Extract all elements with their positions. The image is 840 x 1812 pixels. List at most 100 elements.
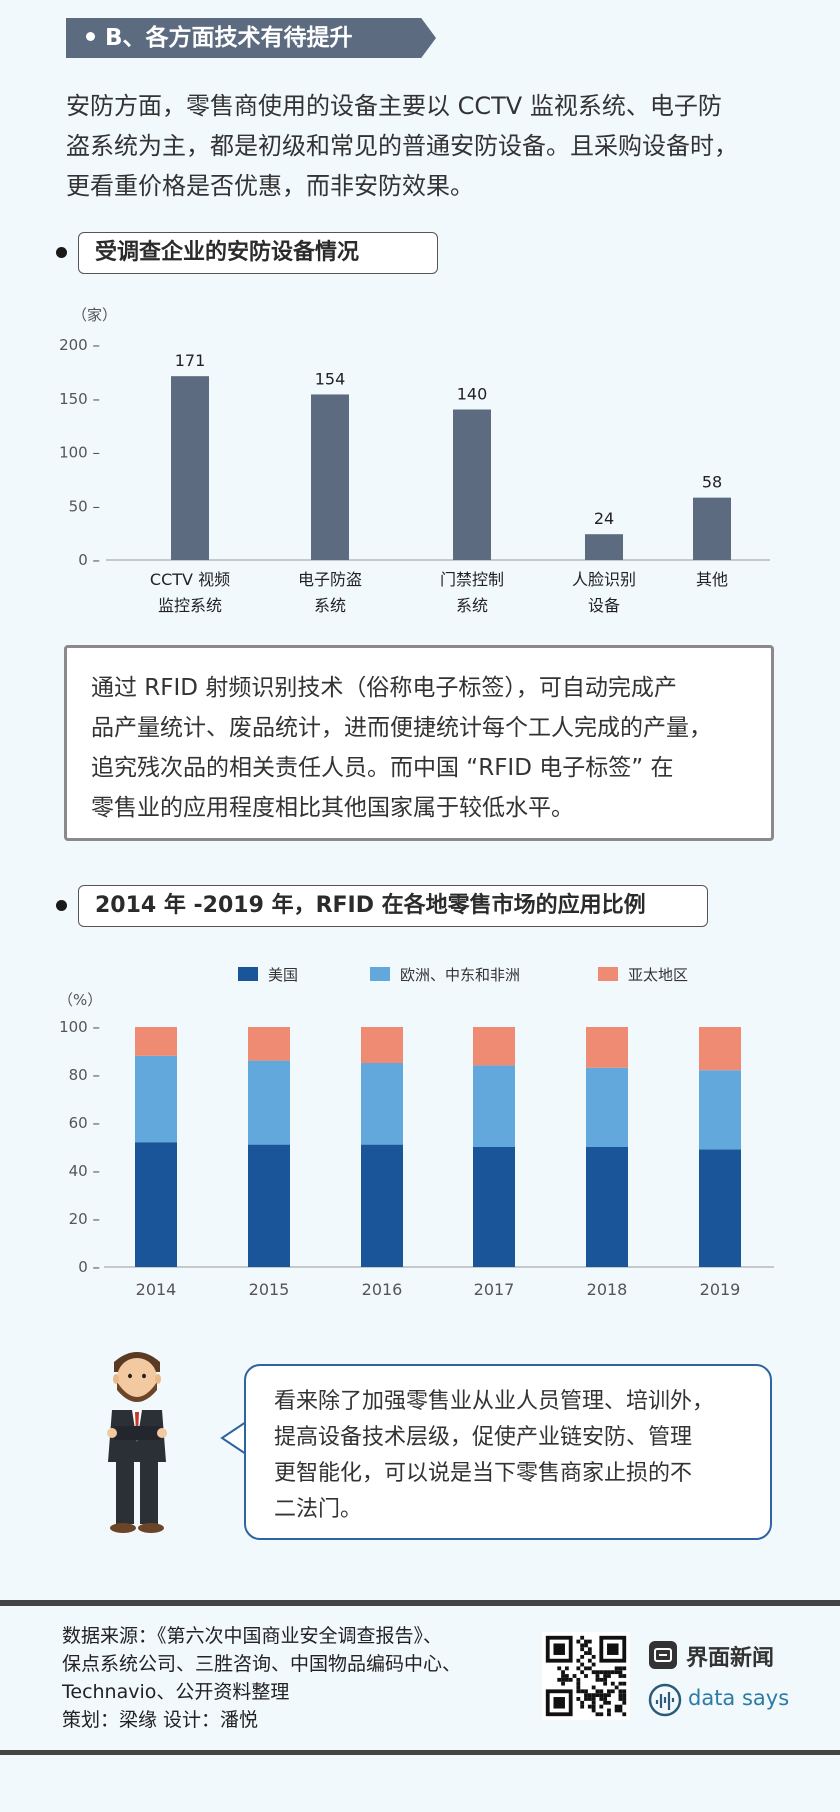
qr-code-icon[interactable] <box>542 1632 630 1720</box>
y-tick-label: 200 – <box>59 336 100 354</box>
qr-module <box>580 1704 585 1709</box>
qr-module <box>591 1700 596 1705</box>
y-tick-label: 80 – <box>69 1066 100 1084</box>
qr-module <box>622 1700 627 1705</box>
x-tick-label: 2015 <box>249 1280 290 1299</box>
qr-module <box>618 1693 623 1698</box>
stacked-bar-segment <box>135 1142 177 1267</box>
qr-module <box>584 1666 588 1671</box>
y-tick-label: 40 – <box>69 1162 100 1180</box>
bar <box>585 534 623 560</box>
qr-module <box>572 1674 577 1678</box>
bubble-line: 提高设备技术层级，促使产业链安防、管理 <box>274 1425 693 1450</box>
qr-module <box>580 1700 585 1705</box>
bullet-icon <box>56 247 67 258</box>
qr-module <box>603 1693 608 1698</box>
qr-module <box>584 1639 588 1644</box>
data-label: 154 <box>315 369 346 388</box>
credits: 策划：梁缘 设计：潘悦 <box>62 1709 259 1731</box>
qr-finder <box>553 1697 565 1709</box>
qr-module <box>584 1697 588 1701</box>
qr-module <box>557 1666 562 1671</box>
bullet-icon <box>56 900 67 911</box>
bubble-line: 二法门。 <box>274 1497 363 1522</box>
stacked-bar-segment <box>248 1027 290 1061</box>
qr-module <box>576 1677 581 1682</box>
qr-module <box>564 1674 569 1678</box>
x-tick-label: 2019 <box>700 1280 741 1299</box>
qr-module <box>603 1674 608 1678</box>
businessman-illustration <box>107 1352 167 1533</box>
qr-module <box>599 1712 604 1717</box>
qr-module <box>607 1689 611 1694</box>
stacked-bar-segment <box>248 1144 290 1267</box>
x-tick-label: 2017 <box>474 1280 515 1299</box>
qr-finder <box>553 1643 565 1655</box>
qr-module <box>591 1670 596 1675</box>
qr-module <box>599 1689 604 1694</box>
qr-module <box>618 1697 623 1701</box>
qr-module <box>587 1647 592 1652</box>
qr-module <box>561 1670 565 1675</box>
qr-module <box>610 1681 615 1686</box>
qr-module <box>584 1693 588 1698</box>
qr-module <box>622 1693 627 1698</box>
intro-paragraph: 安防方面，零售商使用的设备主要以 CCTV 监视系统、电子防 盗系统为主，都是初… <box>66 86 786 206</box>
qr-module <box>568 1677 573 1682</box>
qr-module <box>591 1697 596 1701</box>
rfid-info-box: 通过 RFID 射频识别技术（俗称电子标签），可自动完成产 品产量统计、废品统计… <box>64 645 774 841</box>
source-line: 数据来源：《第六次中国商业安全调查报告》、 <box>62 1625 443 1647</box>
qr-module <box>587 1704 592 1709</box>
data-label: 171 <box>175 351 206 370</box>
qr-module <box>580 1689 585 1694</box>
qr-module <box>584 1651 588 1655</box>
chart2-title: 2014 年 -2019 年，RFID 在各地零售市场的应用比例 <box>78 885 708 927</box>
qr-module <box>607 1674 611 1678</box>
stacked-bar-segment <box>699 1149 741 1267</box>
qr-module <box>622 1689 627 1694</box>
qr-module <box>561 1674 565 1678</box>
intro-line: 安防方面，零售商使用的设备主要以 CCTV 监视系统、电子防 <box>66 92 722 120</box>
source-line: 保点系统公司、三胜咨询、中国物品编码中心、 <box>62 1653 462 1675</box>
qr-module <box>603 1700 608 1705</box>
qr-module <box>576 1685 581 1690</box>
qr-module <box>587 1693 592 1698</box>
y-tick-label: 100 – <box>59 444 100 462</box>
qr-module <box>591 1693 596 1698</box>
data-label: 58 <box>702 473 722 492</box>
qr-module <box>622 1697 627 1701</box>
qr-module <box>591 1654 596 1659</box>
qr-module <box>614 1708 619 1713</box>
qr-module <box>595 1712 600 1717</box>
bar <box>171 376 209 560</box>
qr-module <box>607 1712 611 1717</box>
y-tick-label: 0 – <box>78 551 100 569</box>
x-tick-label: 门禁控制 <box>440 570 504 589</box>
legend-swatch <box>598 967 618 981</box>
y-tick-label: 50 – <box>69 497 100 515</box>
qr-module <box>618 1708 623 1713</box>
source-line: Technavio、公开资料整理 <box>62 1681 290 1703</box>
qr-module <box>591 1685 596 1690</box>
qr-module <box>599 1704 604 1709</box>
x-tick-label: 系统 <box>456 596 488 615</box>
qr-module <box>595 1677 600 1682</box>
stacked-bar-segment <box>586 1067 628 1147</box>
qr-module <box>587 1658 592 1663</box>
brand-datasays: data says <box>688 1686 790 1710</box>
y-tick-label: 150 – <box>59 390 100 408</box>
data-label: 24 <box>594 509 614 528</box>
qr-module <box>564 1666 569 1671</box>
x-tick-label: 系统 <box>314 596 346 615</box>
qr-module <box>576 1639 581 1644</box>
legend-swatch <box>238 967 258 981</box>
legend-label: 欧洲、中东和非洲 <box>400 966 520 984</box>
stacked-bar-segment <box>473 1065 515 1147</box>
brand-jiemian: 界面新闻 <box>686 1646 775 1671</box>
x-tick-label: 监控系统 <box>158 596 222 615</box>
qr-module <box>576 1666 581 1671</box>
footer-top-rule <box>0 1600 840 1606</box>
x-tick-label: 人脸识别 <box>572 570 636 589</box>
speech-bubble: 看来除了加强零售业从业人员管理、培训外， 提高设备技术层级，促使产业链安防、管理… <box>244 1364 772 1540</box>
